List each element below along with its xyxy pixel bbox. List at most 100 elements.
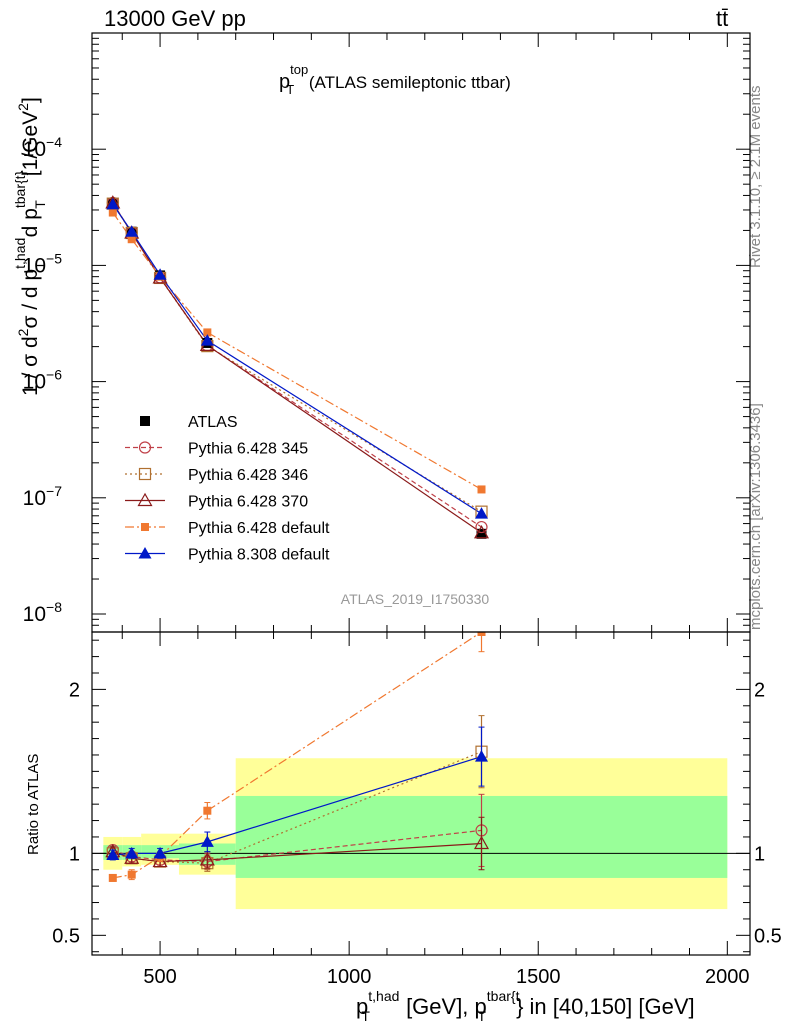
x-axis-label-sup: t,had [368, 988, 399, 1004]
y-axis-label-part: ] [19, 97, 42, 103]
ratio-tick-label: 0.5 [52, 925, 80, 947]
legend-label: Pythia 6.428 345 [188, 441, 308, 458]
series-line [112, 203, 482, 513]
y-axis-label-part: 1 / σ d [19, 336, 42, 396]
series-point [473, 525, 490, 539]
y-tick-label: 10−5 [23, 250, 63, 277]
y-tick-label: 10−8 [23, 599, 63, 626]
y-axis-label-sub: T [32, 261, 48, 270]
y-tick-label-exponent: −5 [46, 250, 62, 266]
x-axis-label-sub: T [478, 1008, 487, 1024]
series-line [112, 212, 482, 490]
analysis-watermark: ATLAS_2019_I1750330 [341, 591, 490, 607]
x-axis-label-part: p [475, 994, 487, 1019]
series-point [475, 520, 488, 534]
y-tick-label-base: 10 [23, 371, 46, 394]
data-point [476, 528, 487, 539]
legend-label: Pythia 6.428 346 [188, 467, 308, 484]
ratio-axis-label: Ratio to ATLAS [25, 754, 42, 855]
y-axis-label: 1 / σ d2σ / d pt,had T d ptbar{t} T[1/GeV2… [12, 97, 48, 396]
ratio-point [475, 750, 489, 762]
main-series [105, 195, 490, 539]
y-axis-label-part: σ / d p [19, 269, 42, 329]
legend-marker [140, 416, 150, 426]
y-tick-label: 10−6 [23, 367, 63, 394]
series-point [108, 208, 117, 217]
legend-marker [141, 523, 149, 531]
ratio-point [199, 852, 215, 866]
ratio-point [203, 806, 212, 815]
series-point [153, 268, 167, 280]
series-point [477, 485, 486, 494]
y-axis-label-part: [1/GeV [19, 111, 42, 176]
y-tick-label-base: 10 [23, 603, 46, 626]
process-label: 13000 GeV pp [104, 6, 246, 31]
ratio-bands [103, 758, 728, 910]
series-point [106, 197, 120, 210]
x-axis-label-part: [GeV], [400, 994, 475, 1019]
ratio-point [108, 873, 117, 882]
y-tick-label-exponent: −4 [46, 134, 62, 150]
legend-label: Pythia 8.308 default [188, 547, 330, 564]
x-tick-label: 1000 [327, 966, 372, 988]
y-tick-label-base: 10 [23, 487, 46, 510]
y-axis-label-sup: 2 [15, 103, 31, 111]
legend-label: Pythia 6.428 370 [188, 494, 308, 511]
title-superscript: top [290, 62, 308, 77]
ratio-tick-label: 2 [69, 679, 80, 701]
y-tick-label-exponent: −6 [46, 367, 62, 383]
ratio-tick-label: 1 [69, 843, 80, 865]
series-point [203, 328, 212, 337]
ratio-series [105, 632, 490, 882]
ratio-point [152, 853, 168, 868]
chart-title: ptop T (ATLAS semileptonic ttbar) [279, 62, 511, 97]
series-point [125, 225, 139, 237]
ratio-tick-label-right: 0.5 [754, 925, 782, 947]
y-axis-label-sup: t,had [12, 238, 28, 269]
final-state-label: tt̄ [716, 6, 729, 31]
y-tick-label: 10−4 [23, 134, 63, 161]
ratio-point [477, 632, 486, 636]
ratio-point [473, 835, 490, 850]
x-tick-label: 1500 [516, 966, 561, 988]
y-tick-label: 10−7 [23, 483, 63, 510]
ratio-point [125, 846, 139, 859]
ratio-tick-label-right: 2 [754, 679, 765, 701]
x-axis-label-sub: T [361, 1008, 370, 1024]
y-tick-label-exponent: −8 [46, 599, 62, 615]
legend-label: ATLAS [188, 414, 238, 431]
legend-label: Pythia 6.428 default [188, 520, 330, 537]
x-tick-label: 2000 [705, 966, 750, 988]
series-point [200, 334, 214, 346]
x-tick-label: 500 [143, 966, 176, 988]
x-axis-label-sup: tbar{t [487, 988, 520, 1004]
legend-marker [138, 441, 152, 454]
y-axis-label-part: d p [19, 208, 42, 243]
legend-marker [138, 547, 152, 559]
legend-marker [137, 492, 153, 507]
title-symbol: p [279, 71, 290, 93]
legend: ATLAS Pythia 6.428 345 Pythia 6.428 346 Pyt… [125, 414, 330, 564]
title-text: (ATLAS semileptonic ttbar) [304, 73, 511, 92]
x-axis-label-part: } in [40,150] [GeV] [516, 994, 695, 1019]
y-tick-label-exponent: −7 [46, 483, 62, 499]
series-point [475, 507, 489, 519]
x-axis-label-part: p [356, 994, 368, 1019]
x-axis-label: pt,had T [GeV], ptbar{t T} in [40,150] [Ge… [356, 988, 695, 1024]
ratio-point [200, 835, 214, 847]
y-axis-label-sup: tbar{t} [12, 170, 28, 208]
series-point [127, 235, 136, 244]
y-axis-label-sup: 2 [15, 328, 31, 336]
title-subscript: T [286, 82, 294, 97]
ratio-frame [91, 631, 751, 956]
y-tick-label-base: 10 [23, 138, 46, 161]
ratio-point [127, 870, 136, 879]
y-tick-label-base: 10 [23, 254, 46, 277]
ratio-point [106, 848, 120, 860]
y-axis-label-sub: T [32, 200, 48, 209]
ratio-tick-label-right: 1 [754, 843, 765, 865]
main-frame [91, 32, 751, 633]
ratio-point [153, 846, 167, 859]
legend-marker [138, 467, 152, 481]
